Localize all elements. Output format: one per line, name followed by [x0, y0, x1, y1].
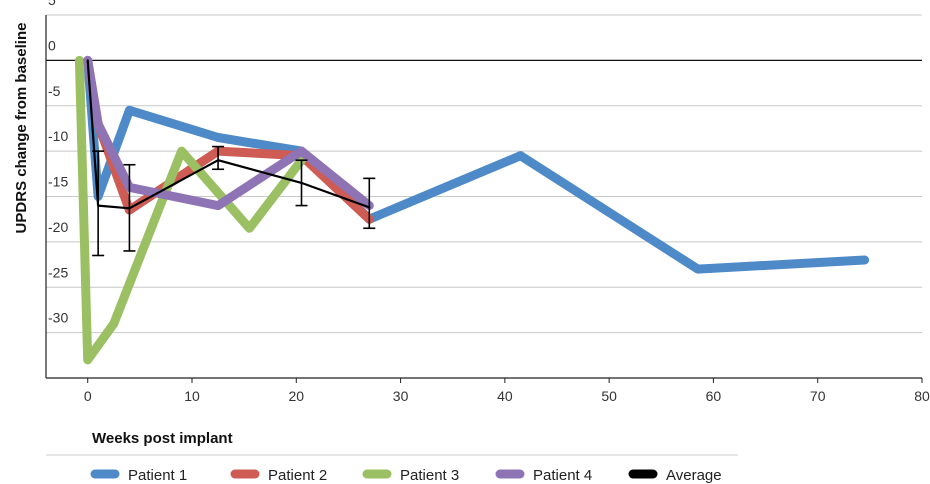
legend-item: Average: [628, 467, 722, 484]
error-bar: [123, 163, 136, 252]
x-tick-label: 0: [84, 388, 92, 404]
series-line-patient-3: [74, 55, 306, 365]
legend-label: Patient 4: [533, 467, 592, 484]
y-axis-title: UPDRS change from baseline: [13, 23, 30, 234]
tick-labels: 50-5-10-15-20-25-300 10 20 30 40 50 60 70 80: [48, 0, 930, 404]
y-tick-label: -5: [48, 83, 61, 99]
y-tick-label: -10: [48, 128, 68, 144]
error-bar: [92, 150, 105, 257]
series-line-patient-4: [83, 55, 374, 211]
x-tick-label: 30: [393, 388, 409, 404]
y-tick-label: -30: [48, 310, 68, 326]
y-tick-label: -25: [48, 264, 68, 280]
legend-label: Average: [666, 467, 722, 484]
error-bar: [363, 177, 376, 230]
error-bar: [295, 159, 308, 207]
x-tick-label: 80: [914, 388, 930, 404]
series-line-average: [86, 59, 371, 210]
y-tick-label: 0: [48, 37, 56, 53]
y-tick-label: 5: [48, 0, 56, 8]
x-tick-label: 40: [497, 388, 513, 404]
x-tick-label: 50: [601, 388, 617, 404]
x-tick-label: 20: [288, 388, 304, 404]
legend-item: Patient 2: [230, 467, 327, 484]
x-tick-label: 10: [184, 388, 200, 404]
legend-label: Patient 1: [128, 467, 187, 484]
y-tick-label: -15: [48, 174, 68, 190]
legend-label: Patient 3: [400, 467, 459, 484]
error-bars: [92, 145, 376, 257]
legend-item: Patient 4: [495, 467, 592, 484]
legend-label: Patient 2: [268, 467, 327, 484]
legend: Patient 1 Patient 2 Patient 3 Patient 4 Aver…: [90, 467, 722, 484]
x-tick-label: 60: [706, 388, 722, 404]
error-bar: [212, 145, 225, 171]
y-tick-label: -20: [48, 219, 68, 235]
x-axis-title: Weeks post implant: [92, 430, 233, 447]
series-lines: [74, 55, 870, 365]
legend-item: Patient 3: [362, 467, 459, 484]
legend-item: Patient 1: [90, 467, 187, 484]
x-tick-label: 70: [810, 388, 826, 404]
